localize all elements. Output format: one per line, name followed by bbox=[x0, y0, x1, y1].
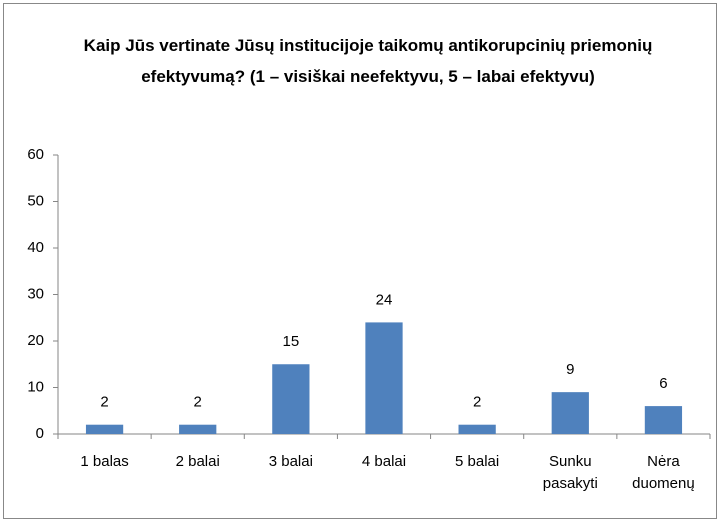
x-tick-label: 5 balai bbox=[455, 453, 500, 470]
data-label: 2 bbox=[194, 394, 202, 411]
y-tick-label: 10 bbox=[27, 378, 44, 395]
bar bbox=[272, 364, 310, 434]
x-tick-label: 3 balai bbox=[268, 453, 313, 470]
data-label: 9 bbox=[566, 361, 574, 378]
chart-title: Kaip Jūs vertinate Jūsų institucijoje ta… bbox=[83, 36, 653, 86]
data-label: 6 bbox=[659, 375, 667, 392]
x-tick-label: 1 balas bbox=[80, 453, 129, 470]
bar bbox=[644, 406, 683, 434]
y-tick-label: 20 bbox=[27, 332, 44, 349]
y-tick-label: 50 bbox=[27, 192, 44, 209]
x-tick-label: 4 balai bbox=[361, 453, 407, 470]
chart-frame bbox=[3, 3, 717, 519]
data-label: 15 bbox=[283, 333, 300, 350]
bar bbox=[458, 424, 496, 434]
data-label: 24 bbox=[376, 291, 393, 308]
bar bbox=[365, 322, 403, 434]
bar bbox=[85, 424, 124, 434]
y-tick-label: 40 bbox=[27, 239, 44, 256]
data-label: 2 bbox=[100, 394, 108, 411]
bar bbox=[179, 424, 217, 434]
y-tick-label: 30 bbox=[27, 285, 44, 302]
data-label: 2 bbox=[473, 394, 481, 411]
y-tick-label: 60 bbox=[27, 146, 44, 163]
x-tick-label: Sunku pasakyti bbox=[542, 453, 598, 492]
x-tick-label: 2 balai bbox=[175, 453, 220, 470]
bar bbox=[551, 392, 589, 434]
y-tick-label: 0 bbox=[36, 425, 44, 442]
x-tick-label: Nėra duomenų bbox=[632, 453, 695, 492]
